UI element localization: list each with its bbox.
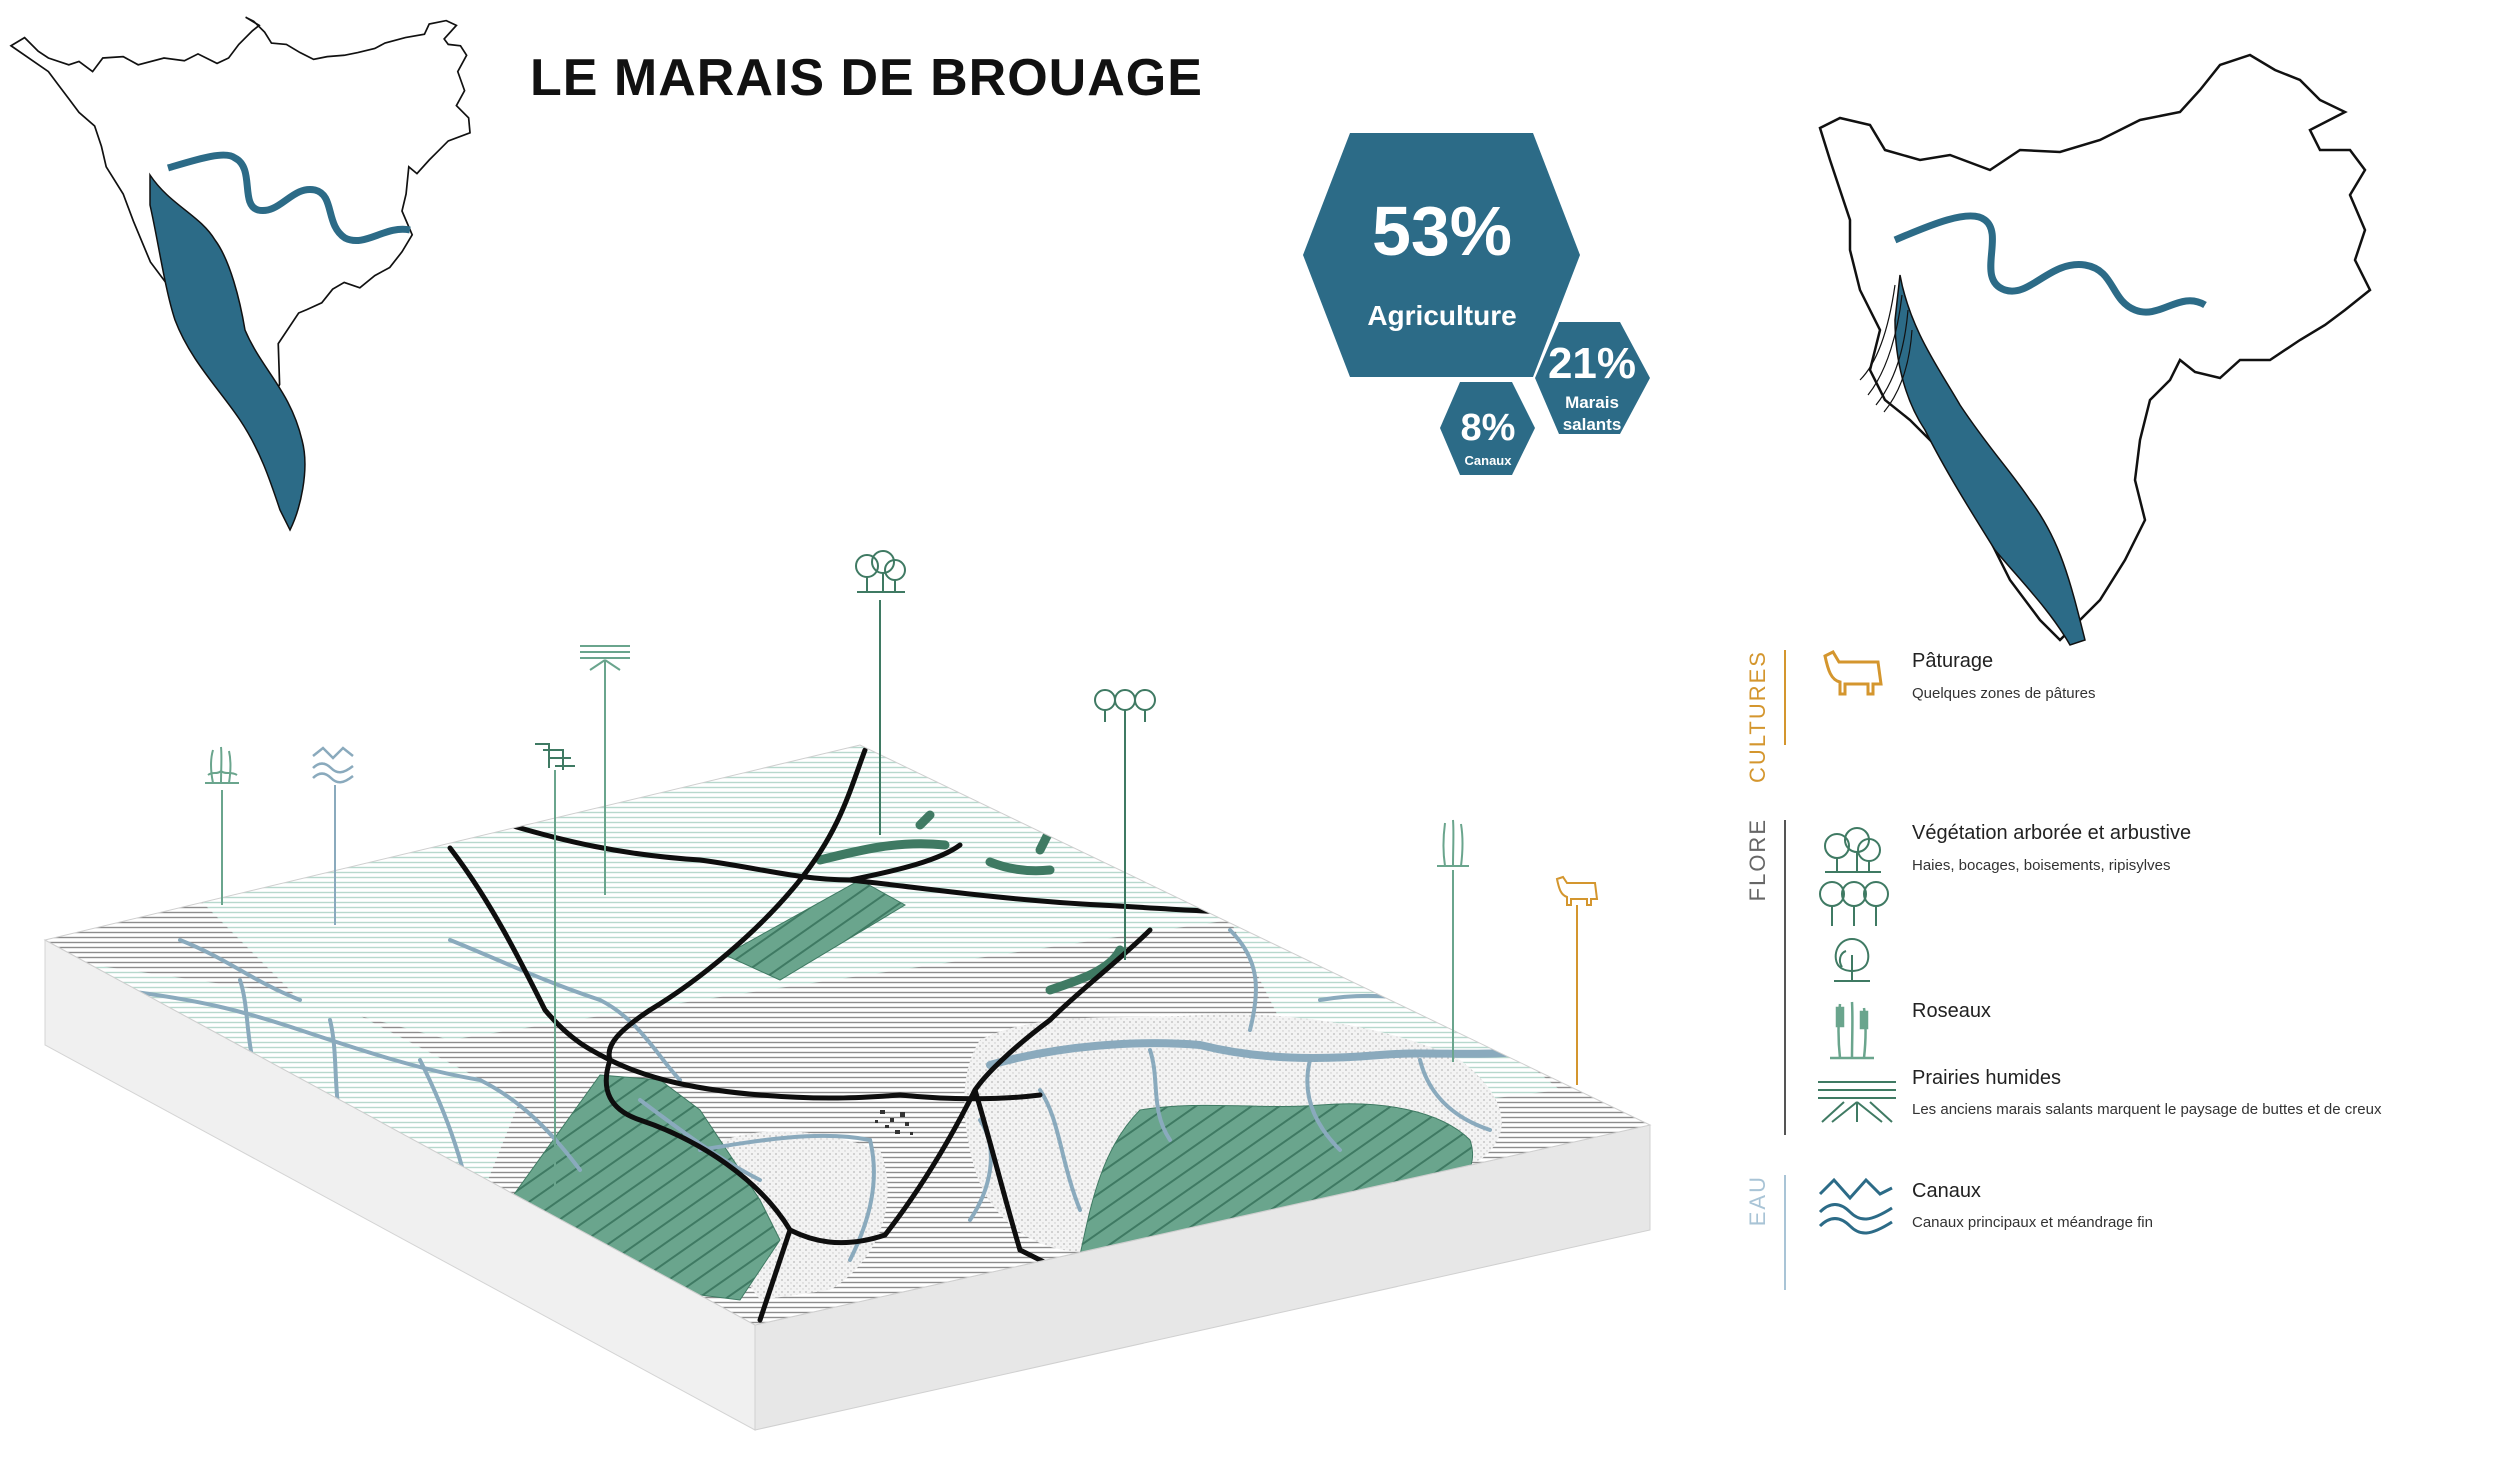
roads <box>447 747 1243 1323</box>
stat-agriculture-value: 53% <box>1372 192 1512 270</box>
legend-item-subtitle: Canaux principaux et méandrage fin <box>1912 1214 2153 1231</box>
legend-item-title: Végétation arborée et arbustive <box>1912 822 2192 844</box>
tree-icon <box>1834 937 1870 982</box>
trees-icon <box>1824 827 1881 873</box>
reeds-icon <box>1830 1001 1874 1060</box>
stat-agriculture-label: Agriculture <box>1367 300 1516 331</box>
three-trees-icon <box>1094 689 1156 722</box>
legend-category-cultures: CULTURES <box>1745 650 1770 783</box>
wet-meadow-icon <box>1818 1081 1896 1123</box>
hex-agriculture <box>1303 133 1580 377</box>
hex-marais <box>1535 322 1650 434</box>
stat-canaux-label: Canaux <box>1465 453 1513 468</box>
village <box>875 1110 913 1135</box>
legend-category-flore: FLORE <box>1745 818 1770 902</box>
page-title: LE MARAIS DE BROUAGE <box>530 49 1203 107</box>
landscape-block <box>43 744 1652 1431</box>
locator-map-left <box>9 16 471 532</box>
hex-canaux <box>1440 382 1535 475</box>
hedges <box>815 810 1125 995</box>
stat-marais-label-1: Marais <box>1565 393 1619 412</box>
field-north <box>723 879 906 981</box>
stat-canaux-value: 8% <box>1461 407 1516 449</box>
legend-item-subtitle: Quelques zones de pâtures <box>1912 685 2096 702</box>
locator-map-right <box>1818 53 2372 646</box>
three-trees-icon <box>1819 881 1889 926</box>
wet-meadow-icon <box>580 645 630 671</box>
trees-icon <box>855 550 906 593</box>
legend-item-title: Roseaux <box>1912 1000 1991 1022</box>
stat-marais-label-2: salants <box>1563 415 1622 434</box>
field-icon <box>535 743 575 770</box>
legend-item-subtitle: Haies, bocages, boisements, ripisylves <box>1912 857 2171 874</box>
reeds-icon <box>205 746 239 784</box>
legend-item-subtitle: Les anciens marais salants marquent le p… <box>1912 1101 2382 1118</box>
cow-icon <box>1823 650 1883 696</box>
field-southeast <box>1079 1103 1474 1256</box>
legend-item-title: Pâturage <box>1912 650 1994 672</box>
legend-category-eau: EAU <box>1745 1175 1770 1227</box>
cow-map-icon <box>1555 875 1599 906</box>
reeds-right-icon <box>1437 819 1469 867</box>
waves-icon <box>312 746 354 784</box>
legend-item-title: Canaux <box>1912 1180 1981 1202</box>
stats-hexagons: 53% Agriculture 21% Marais salants 8% Ca… <box>1303 133 1650 475</box>
hatched-coast <box>1859 284 1913 413</box>
waves-icon <box>1818 1177 1893 1235</box>
callouts <box>205 550 1599 1200</box>
legend-graphics <box>1784 650 1896 1290</box>
stat-marais-value: 21% <box>1548 339 1636 388</box>
legend-item-title: Prairies humides <box>1912 1067 2061 1089</box>
